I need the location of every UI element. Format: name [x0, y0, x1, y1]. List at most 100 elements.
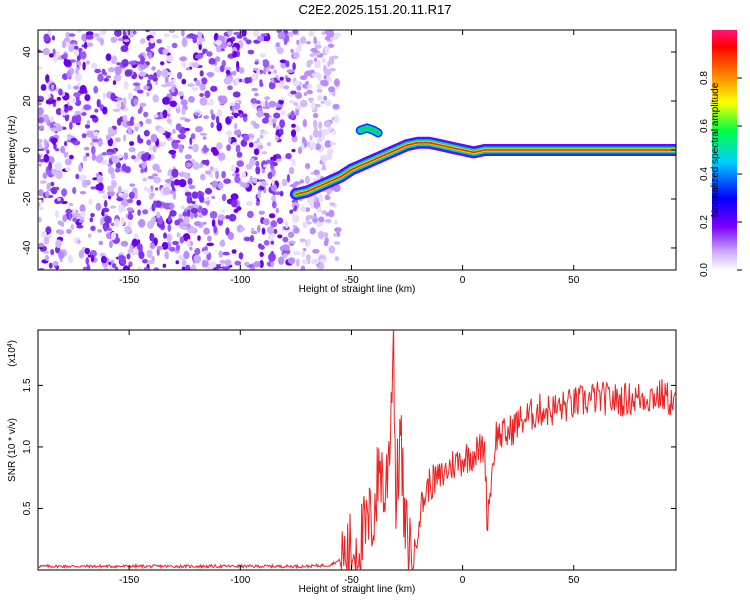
noise-speckle — [334, 227, 342, 233]
noise-speckle — [45, 74, 50, 83]
noise-speckle — [205, 159, 210, 166]
noise-speckle — [123, 39, 130, 43]
noise-speckle — [279, 59, 287, 64]
noise-speckle — [270, 240, 275, 245]
noise-speckle — [163, 33, 171, 38]
noise-speckle — [289, 100, 296, 104]
noise-speckle — [111, 172, 116, 180]
noise-speckle — [271, 118, 277, 124]
noise-speckle — [187, 205, 194, 209]
y-tick-label: 20 — [22, 95, 33, 107]
noise-speckle — [154, 81, 158, 85]
noise-speckle — [181, 108, 186, 116]
noise-speckle — [64, 158, 72, 166]
noise-speckle — [278, 84, 284, 89]
noise-speckle — [127, 92, 134, 101]
noise-speckle — [122, 265, 130, 270]
noise-speckle — [149, 37, 156, 44]
noise-speckle — [50, 127, 58, 132]
noise-speckle — [101, 152, 108, 156]
noise-speckle — [145, 30, 150, 33]
noise-speckle — [262, 130, 269, 135]
noise-speckle — [114, 30, 122, 37]
noise-speckle — [178, 133, 187, 140]
noise-speckle — [140, 38, 146, 44]
noise-speckle — [152, 114, 159, 118]
noise-speckle — [308, 59, 314, 65]
noise-speckle — [85, 31, 94, 37]
noise-speckle — [90, 186, 97, 190]
noise-speckle — [268, 213, 276, 219]
noise-speckle — [107, 190, 115, 197]
noise-speckle — [203, 227, 210, 235]
noise-speckle — [323, 240, 329, 247]
noise-speckle — [312, 112, 319, 119]
colorbar-label: Normalized spectral amplitude — [710, 82, 721, 217]
noise-speckle — [180, 99, 188, 106]
noise-speckle — [272, 154, 277, 162]
noise-speckle — [321, 31, 325, 36]
noise-speckle — [198, 37, 206, 42]
noise-speckle — [93, 32, 100, 38]
noise-speckle — [71, 139, 76, 144]
noise-speckle — [285, 60, 290, 68]
noise-speckle — [206, 72, 215, 77]
noise-speckle — [268, 81, 276, 90]
noise-speckle — [211, 219, 216, 228]
noise-speckle — [230, 164, 236, 173]
noise-speckle — [185, 264, 191, 270]
noise-speckle — [137, 134, 141, 143]
noise-speckle — [294, 47, 303, 52]
noise-speckle — [108, 166, 115, 175]
noise-speckle — [157, 168, 162, 173]
noise-speckle — [67, 255, 74, 264]
noise-speckle — [321, 134, 325, 140]
noise-speckle — [310, 171, 315, 175]
noise-speckle — [118, 192, 124, 197]
noise-speckle — [131, 155, 136, 160]
noise-speckle — [220, 239, 225, 247]
noise-speckle — [86, 264, 91, 270]
y-tick-label: 1.5 — [22, 378, 33, 392]
noise-speckle — [163, 183, 172, 188]
noise-speckle — [202, 197, 211, 202]
noise-speckle — [82, 155, 88, 162]
noise-speckle — [216, 142, 223, 150]
noise-speckle — [279, 190, 284, 197]
noise-speckle — [85, 152, 90, 157]
ridge-band — [295, 141, 676, 195]
noise-speckle — [238, 252, 244, 260]
x-tick-label: -50 — [344, 575, 359, 586]
noise-speckle — [210, 146, 218, 154]
noise-speckle — [279, 97, 285, 101]
noise-speckle — [225, 215, 230, 219]
noise-speckle — [43, 138, 47, 148]
noise-speckle — [63, 151, 69, 158]
noise-speckle — [280, 61, 287, 69]
noise-speckle — [291, 214, 300, 223]
noise-speckle — [156, 246, 164, 250]
noise-speckle — [311, 73, 318, 77]
noise-speckle — [214, 56, 221, 62]
noise-speckle — [193, 254, 202, 264]
noise-speckle — [257, 224, 261, 233]
noise-speckle — [68, 43, 74, 53]
noise-speckle — [131, 248, 139, 255]
noise-speckle — [243, 236, 252, 242]
noise-speckle — [303, 139, 308, 148]
noise-speckle — [64, 107, 69, 113]
noise-speckle — [122, 97, 127, 106]
noise-speckle — [50, 249, 55, 256]
noise-speckle — [80, 51, 87, 60]
noise-speckle — [141, 160, 147, 169]
noise-speckle — [314, 44, 322, 49]
x-tick-label: 50 — [568, 275, 580, 286]
noise-speckle — [167, 223, 172, 232]
noise-speckle — [162, 48, 169, 55]
noise-speckle — [128, 191, 135, 200]
noise-speckle — [51, 35, 56, 41]
noise-speckle — [187, 83, 196, 87]
noise-speckle — [254, 61, 259, 65]
noise-speckle — [259, 251, 264, 258]
noise-speckle — [257, 189, 262, 199]
